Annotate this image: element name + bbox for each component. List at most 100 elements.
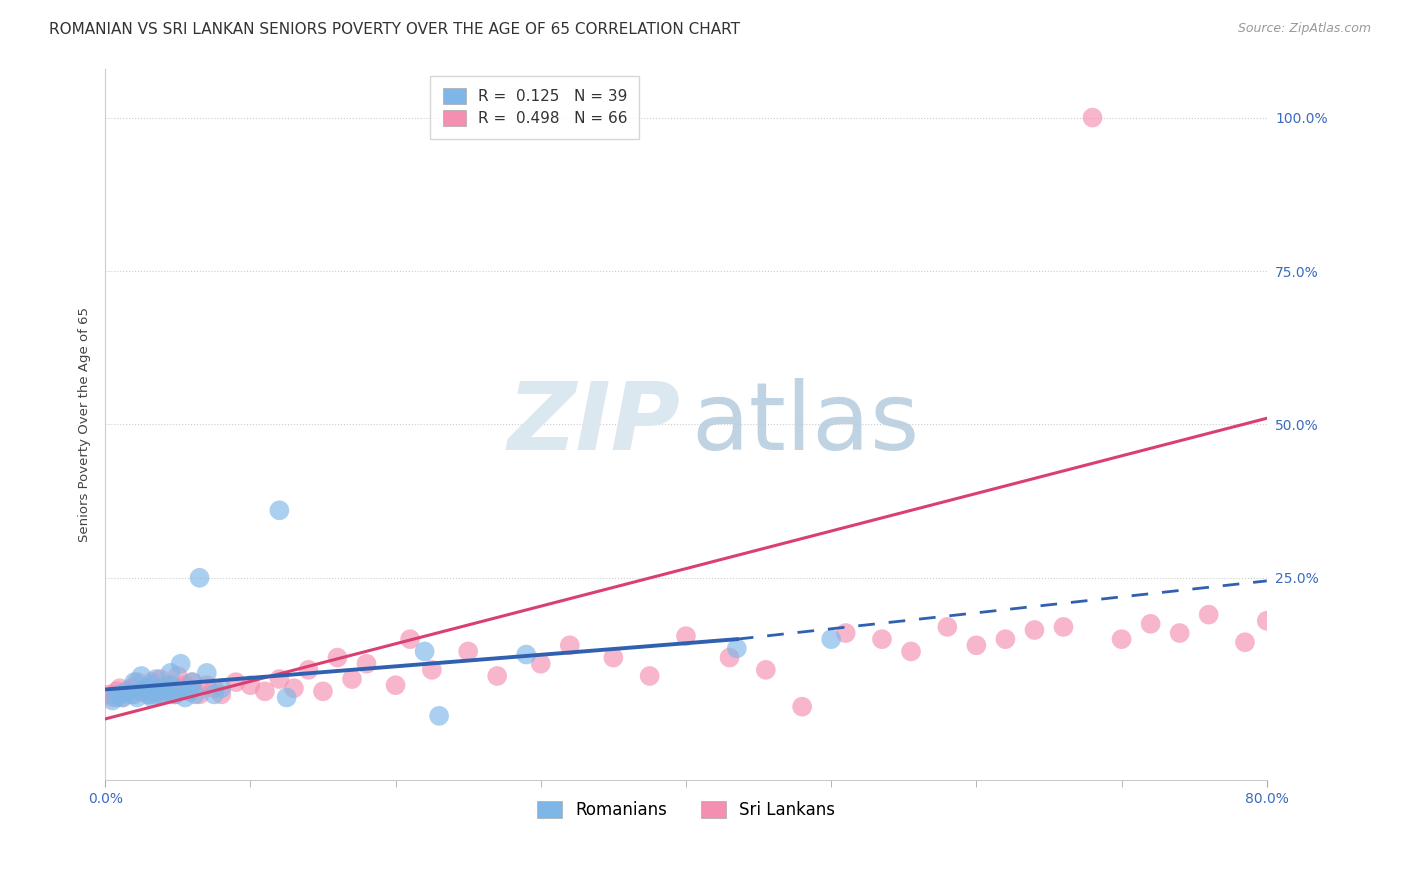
Text: ZIP: ZIP [508, 378, 681, 470]
Point [141, 678, 163, 692]
Point [202, 687, 225, 701]
Point [131, 684, 153, 698]
Point [127, 690, 149, 705]
Point [340, 672, 363, 686]
Point [427, 709, 450, 723]
Point [820, 632, 842, 647]
Point [269, 503, 291, 517]
Point [159, 665, 181, 680]
Point [166, 684, 188, 698]
Point [145, 687, 167, 701]
Point [1139, 616, 1161, 631]
Point [163, 687, 186, 701]
Point [1081, 111, 1104, 125]
Point [638, 669, 661, 683]
Point [166, 669, 188, 683]
Point [188, 571, 211, 585]
Point [755, 663, 778, 677]
Point [101, 690, 124, 705]
Point [1111, 632, 1133, 647]
Point [111, 690, 134, 705]
Point [312, 684, 335, 698]
Point [188, 687, 211, 701]
Point [399, 632, 422, 647]
Point [122, 687, 145, 701]
Point [174, 690, 197, 705]
Point [936, 620, 959, 634]
Point [384, 678, 406, 692]
Point [138, 687, 160, 701]
Point [115, 684, 138, 698]
Point [149, 681, 172, 696]
Point [141, 690, 163, 705]
Text: Source: ZipAtlas.com: Source: ZipAtlas.com [1237, 22, 1371, 36]
Point [131, 669, 153, 683]
Point [152, 687, 174, 701]
Point [870, 632, 893, 647]
Point [209, 681, 232, 696]
Point [159, 678, 181, 692]
Point [1198, 607, 1220, 622]
Point [420, 663, 443, 677]
Point [675, 629, 697, 643]
Point [1256, 614, 1278, 628]
Y-axis label: Seniors Poverty Over the Age of 65: Seniors Poverty Over the Age of 65 [79, 307, 91, 542]
Point [108, 681, 131, 696]
Point [965, 638, 987, 652]
Point [135, 681, 157, 696]
Point [174, 678, 197, 692]
Text: atlas: atlas [692, 378, 920, 470]
Point [181, 675, 204, 690]
Point [181, 675, 204, 690]
Point [283, 681, 305, 696]
Point [105, 684, 128, 698]
Point [101, 693, 124, 707]
Point [155, 678, 177, 692]
Point [1052, 620, 1074, 634]
Point [111, 690, 134, 705]
Point [718, 650, 741, 665]
Point [149, 672, 172, 686]
Point [120, 681, 142, 696]
Point [127, 675, 149, 690]
Point [209, 687, 232, 701]
Point [413, 644, 436, 658]
Point [169, 681, 191, 696]
Point [297, 663, 319, 677]
Point [131, 684, 153, 698]
Point [792, 699, 814, 714]
Point [239, 678, 262, 692]
Point [105, 690, 128, 705]
Point [195, 665, 218, 680]
Point [122, 675, 145, 690]
Point [269, 672, 291, 686]
Point [202, 681, 225, 696]
Point [179, 684, 201, 698]
Point [169, 657, 191, 671]
Point [1233, 635, 1256, 649]
Point [834, 626, 856, 640]
Point [138, 687, 160, 701]
Point [725, 641, 748, 656]
Point [356, 657, 378, 671]
Point [530, 657, 553, 671]
Point [558, 638, 581, 652]
Point [179, 684, 201, 698]
Point [120, 687, 142, 701]
Point [141, 675, 163, 690]
Point [457, 644, 479, 658]
Point [900, 644, 922, 658]
Point [145, 684, 167, 698]
Point [155, 684, 177, 698]
Point [108, 687, 131, 701]
Text: ROMANIAN VS SRI LANKAN SENIORS POVERTY OVER THE AGE OF 65 CORRELATION CHART: ROMANIAN VS SRI LANKAN SENIORS POVERTY O… [49, 22, 740, 37]
Point [253, 684, 276, 698]
Point [515, 648, 537, 662]
Point [602, 650, 624, 665]
Point [225, 675, 247, 690]
Point [1168, 626, 1191, 640]
Point [159, 684, 181, 698]
Point [152, 687, 174, 701]
Point [994, 632, 1017, 647]
Point [486, 669, 509, 683]
